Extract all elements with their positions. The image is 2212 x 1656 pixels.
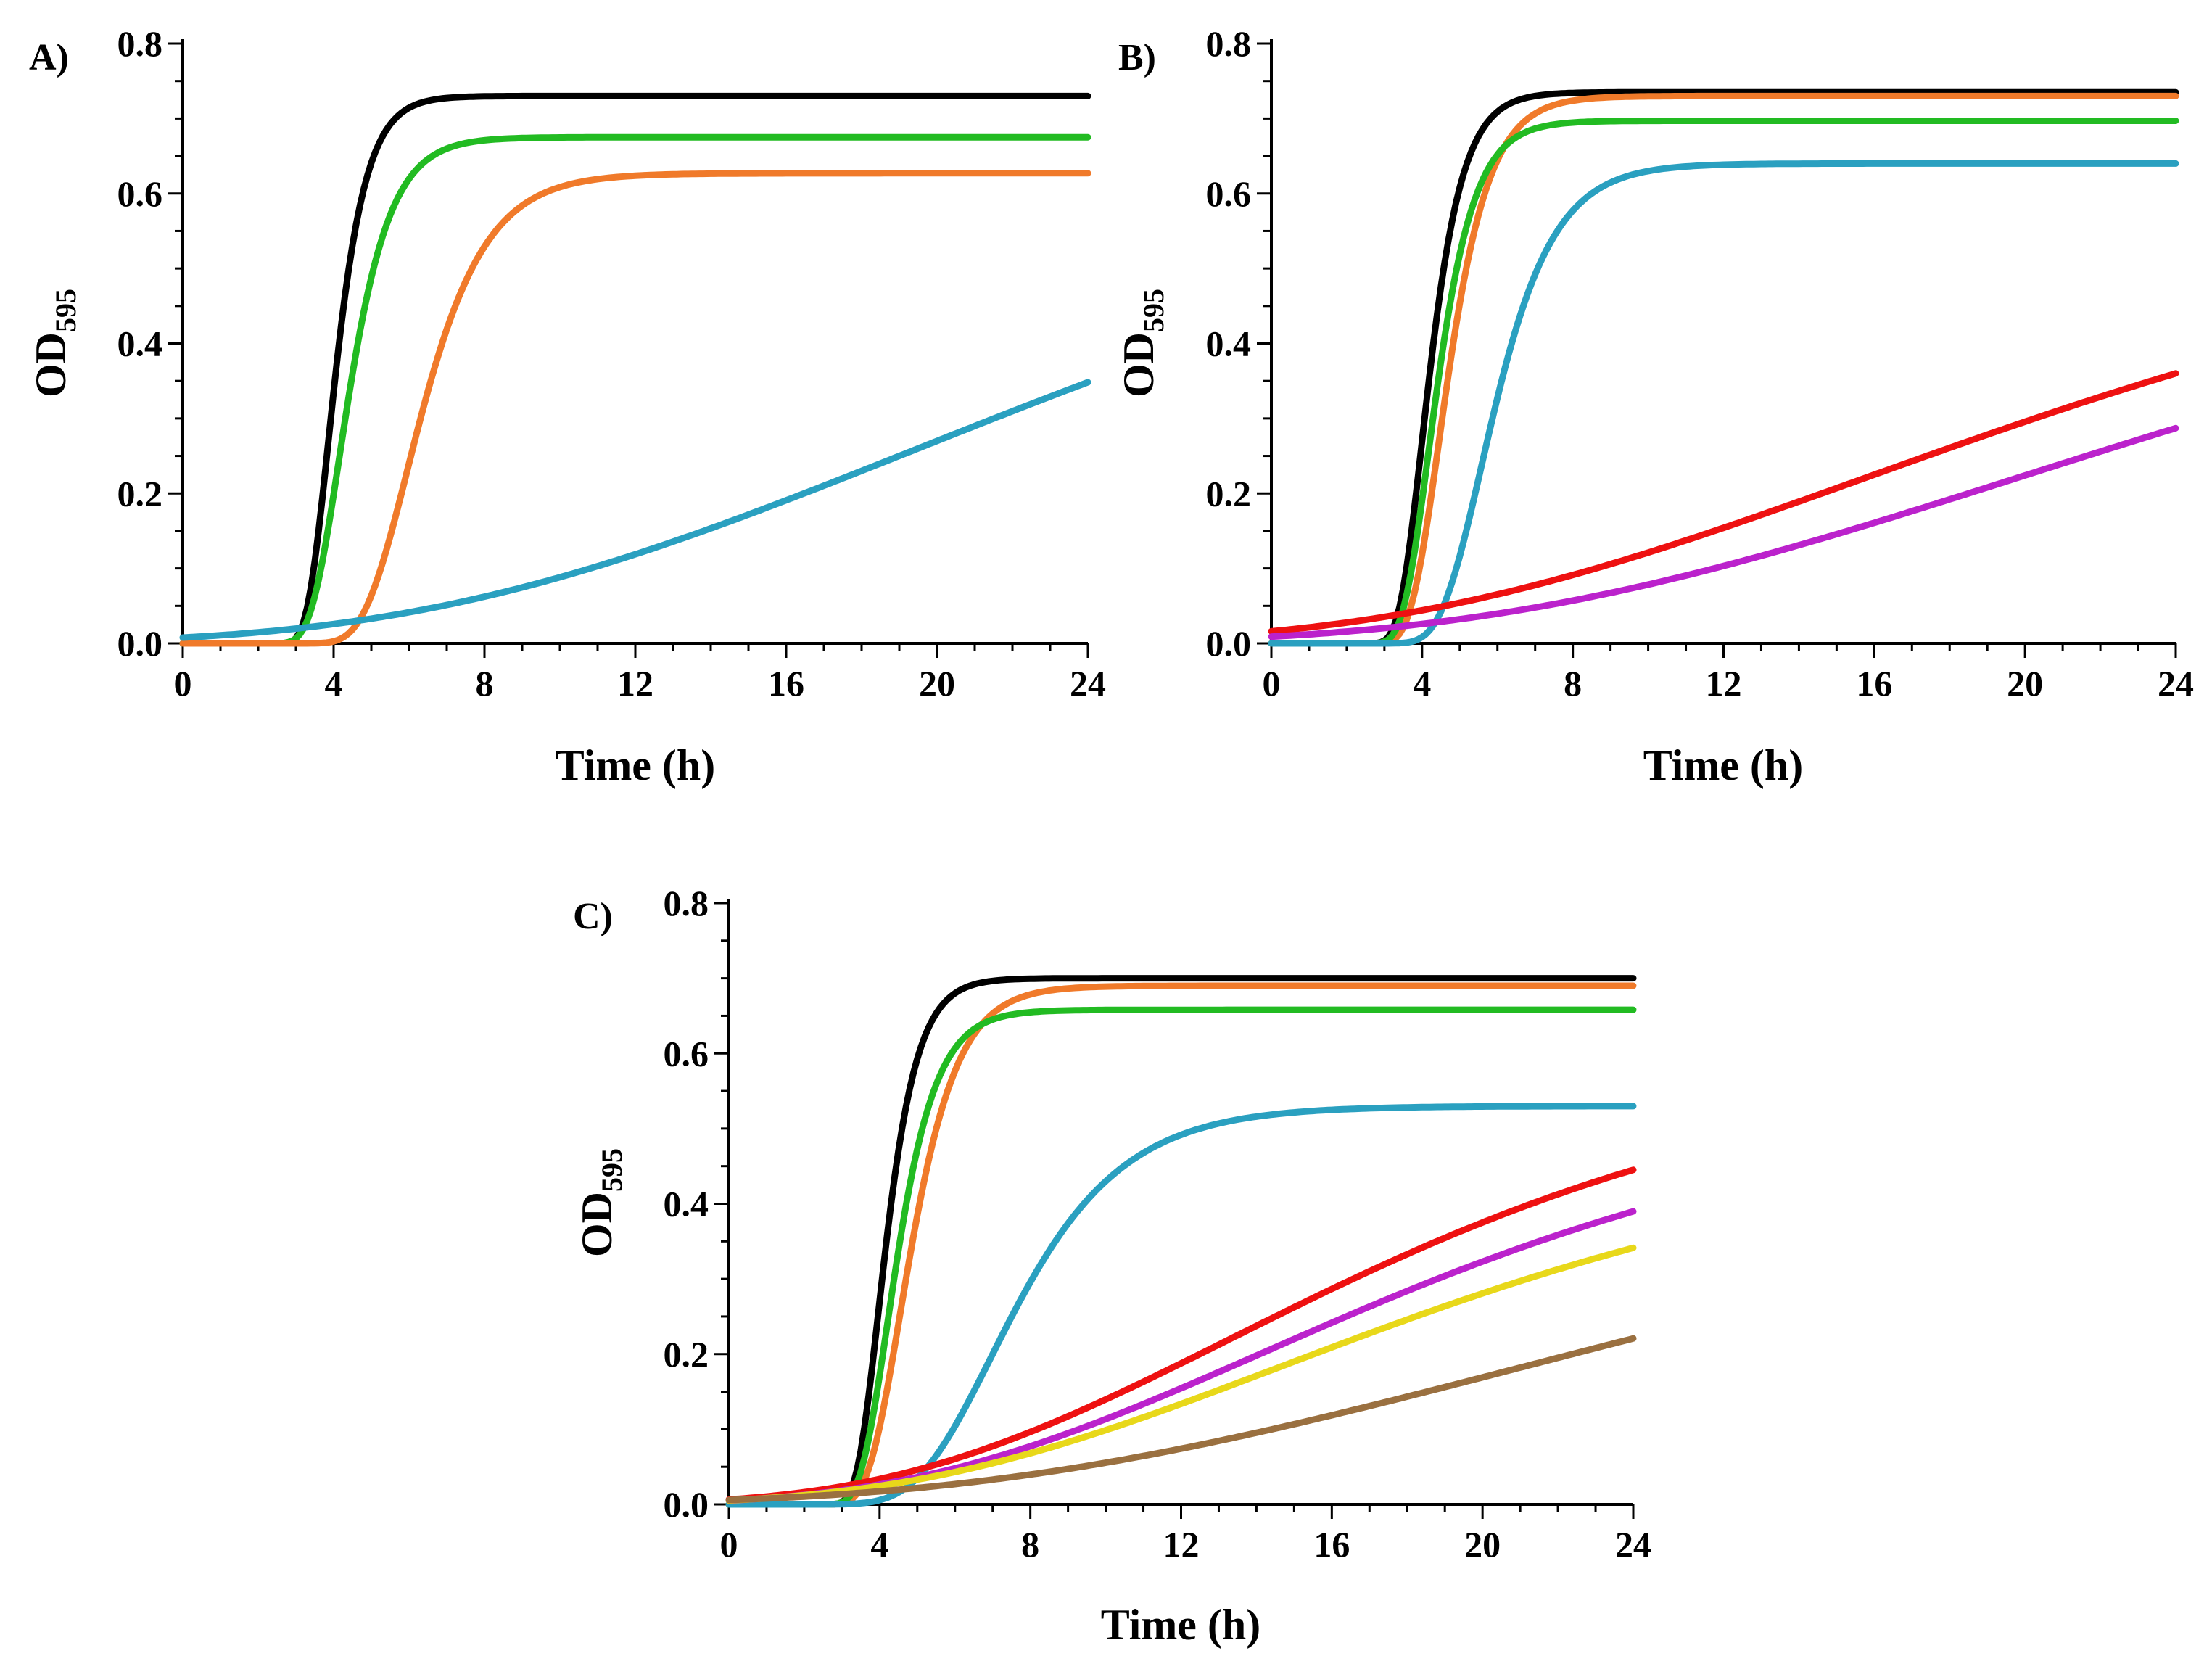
- series-line-black: [1268, 88, 2179, 647]
- series-line-teal: [725, 1103, 1637, 1508]
- series-line-green: [1268, 118, 2179, 647]
- y-axis-title: OD595: [1115, 289, 1170, 397]
- x-tick-label: 4: [325, 663, 343, 704]
- series-line-black: [179, 92, 1091, 647]
- y-axis-title-subscript: 595: [1137, 289, 1170, 332]
- y-tick-label: 0.2: [117, 473, 163, 514]
- series-line-brown: [725, 1335, 1637, 1504]
- y-axis-title: OD595: [573, 1148, 628, 1257]
- panel-label: A): [29, 37, 69, 78]
- y-tick-label: 0.0: [664, 1484, 709, 1525]
- x-tick-label: 4: [1413, 663, 1431, 704]
- y-axis-title-main: OD: [1115, 332, 1163, 397]
- x-tick-label: 24: [1070, 663, 1106, 704]
- y-tick-label: 0.4: [664, 1184, 709, 1224]
- series-line-yellow: [725, 1244, 1637, 1504]
- y-axis-title: OD595: [27, 289, 82, 397]
- y-tick-label: 0.0: [1206, 623, 1252, 664]
- series-line-orange: [1268, 92, 2179, 647]
- y-tick-label: 0.4: [1206, 324, 1252, 364]
- y-tick-label: 0.6: [117, 173, 163, 214]
- x-tick-label: 16: [768, 663, 804, 704]
- x-tick-label: 20: [919, 663, 955, 704]
- series-line-teal: [1268, 160, 2179, 647]
- x-axis-title: Time (h): [1101, 1601, 1261, 1649]
- x-axis-title: Time (h): [556, 741, 716, 789]
- y-tick-label: 0.8: [1206, 23, 1252, 64]
- panel-label: B): [1118, 37, 1156, 78]
- x-tick-label: 24: [2158, 663, 2194, 704]
- x-tick-label: 16: [1313, 1524, 1350, 1565]
- y-tick-label: 0.0: [117, 623, 163, 664]
- panel-label: C): [573, 896, 613, 937]
- y-tick-label: 0.6: [1206, 173, 1252, 214]
- x-tick-label: 16: [1856, 663, 1892, 704]
- panel-1: A) 0 4 8 12 16 20 24 0.0 0.2 0.4 0.6 0.8 Time (h) OD59…: [27, 23, 1106, 789]
- series-line-red: [725, 1166, 1637, 1503]
- series-line-green: [179, 133, 1091, 647]
- x-tick-label: 12: [617, 663, 653, 704]
- x-tick-label: 0: [174, 663, 192, 704]
- x-tick-label: 8: [476, 663, 494, 704]
- y-axis-title-subscript: 595: [49, 289, 82, 332]
- x-tick-label: 24: [1615, 1524, 1651, 1565]
- x-tick-label: 12: [1706, 663, 1742, 704]
- y-tick-label: 0.4: [117, 324, 163, 364]
- series-line-red: [1268, 370, 2179, 635]
- y-tick-label: 0.6: [664, 1033, 709, 1074]
- series-line-magenta: [1268, 424, 2179, 640]
- x-tick-label: 20: [1464, 1524, 1501, 1565]
- y-tick-label: 0.2: [664, 1334, 709, 1375]
- x-tick-label: 0: [1263, 663, 1281, 704]
- series-line-green: [725, 1006, 1637, 1508]
- y-axis-title-main: OD: [573, 1192, 621, 1257]
- x-axis-title: Time (h): [1643, 741, 1804, 789]
- series-line-black: [725, 975, 1637, 1508]
- y-tick-label: 0.2: [1206, 473, 1252, 514]
- x-tick-label: 4: [870, 1524, 888, 1565]
- x-tick-label: 20: [2007, 663, 2043, 704]
- x-tick-label: 8: [1021, 1524, 1039, 1565]
- series-line-orange: [725, 982, 1637, 1508]
- y-tick-label: 0.8: [664, 883, 709, 923]
- x-tick-label: 8: [1564, 663, 1582, 704]
- y-tick-label: 0.8: [117, 23, 163, 64]
- x-tick-label: 0: [720, 1524, 738, 1565]
- y-axis-title-main: OD: [27, 332, 75, 397]
- panel-2: B) 0 4 8 12 16 20 24 0.0 0.2 0.4 0.6 0.8 Time (h) OD59…: [1115, 23, 2194, 789]
- x-tick-label: 12: [1163, 1524, 1200, 1565]
- panel-3: C) 0 4 8 12 16 20 24 0.0 0.2 0.4 0.6 0.8 Time (h) OD59…: [573, 883, 1651, 1649]
- series-line-teal: [179, 379, 1091, 641]
- series-line-orange: [179, 170, 1091, 647]
- y-axis-title-subscript: 595: [595, 1148, 628, 1192]
